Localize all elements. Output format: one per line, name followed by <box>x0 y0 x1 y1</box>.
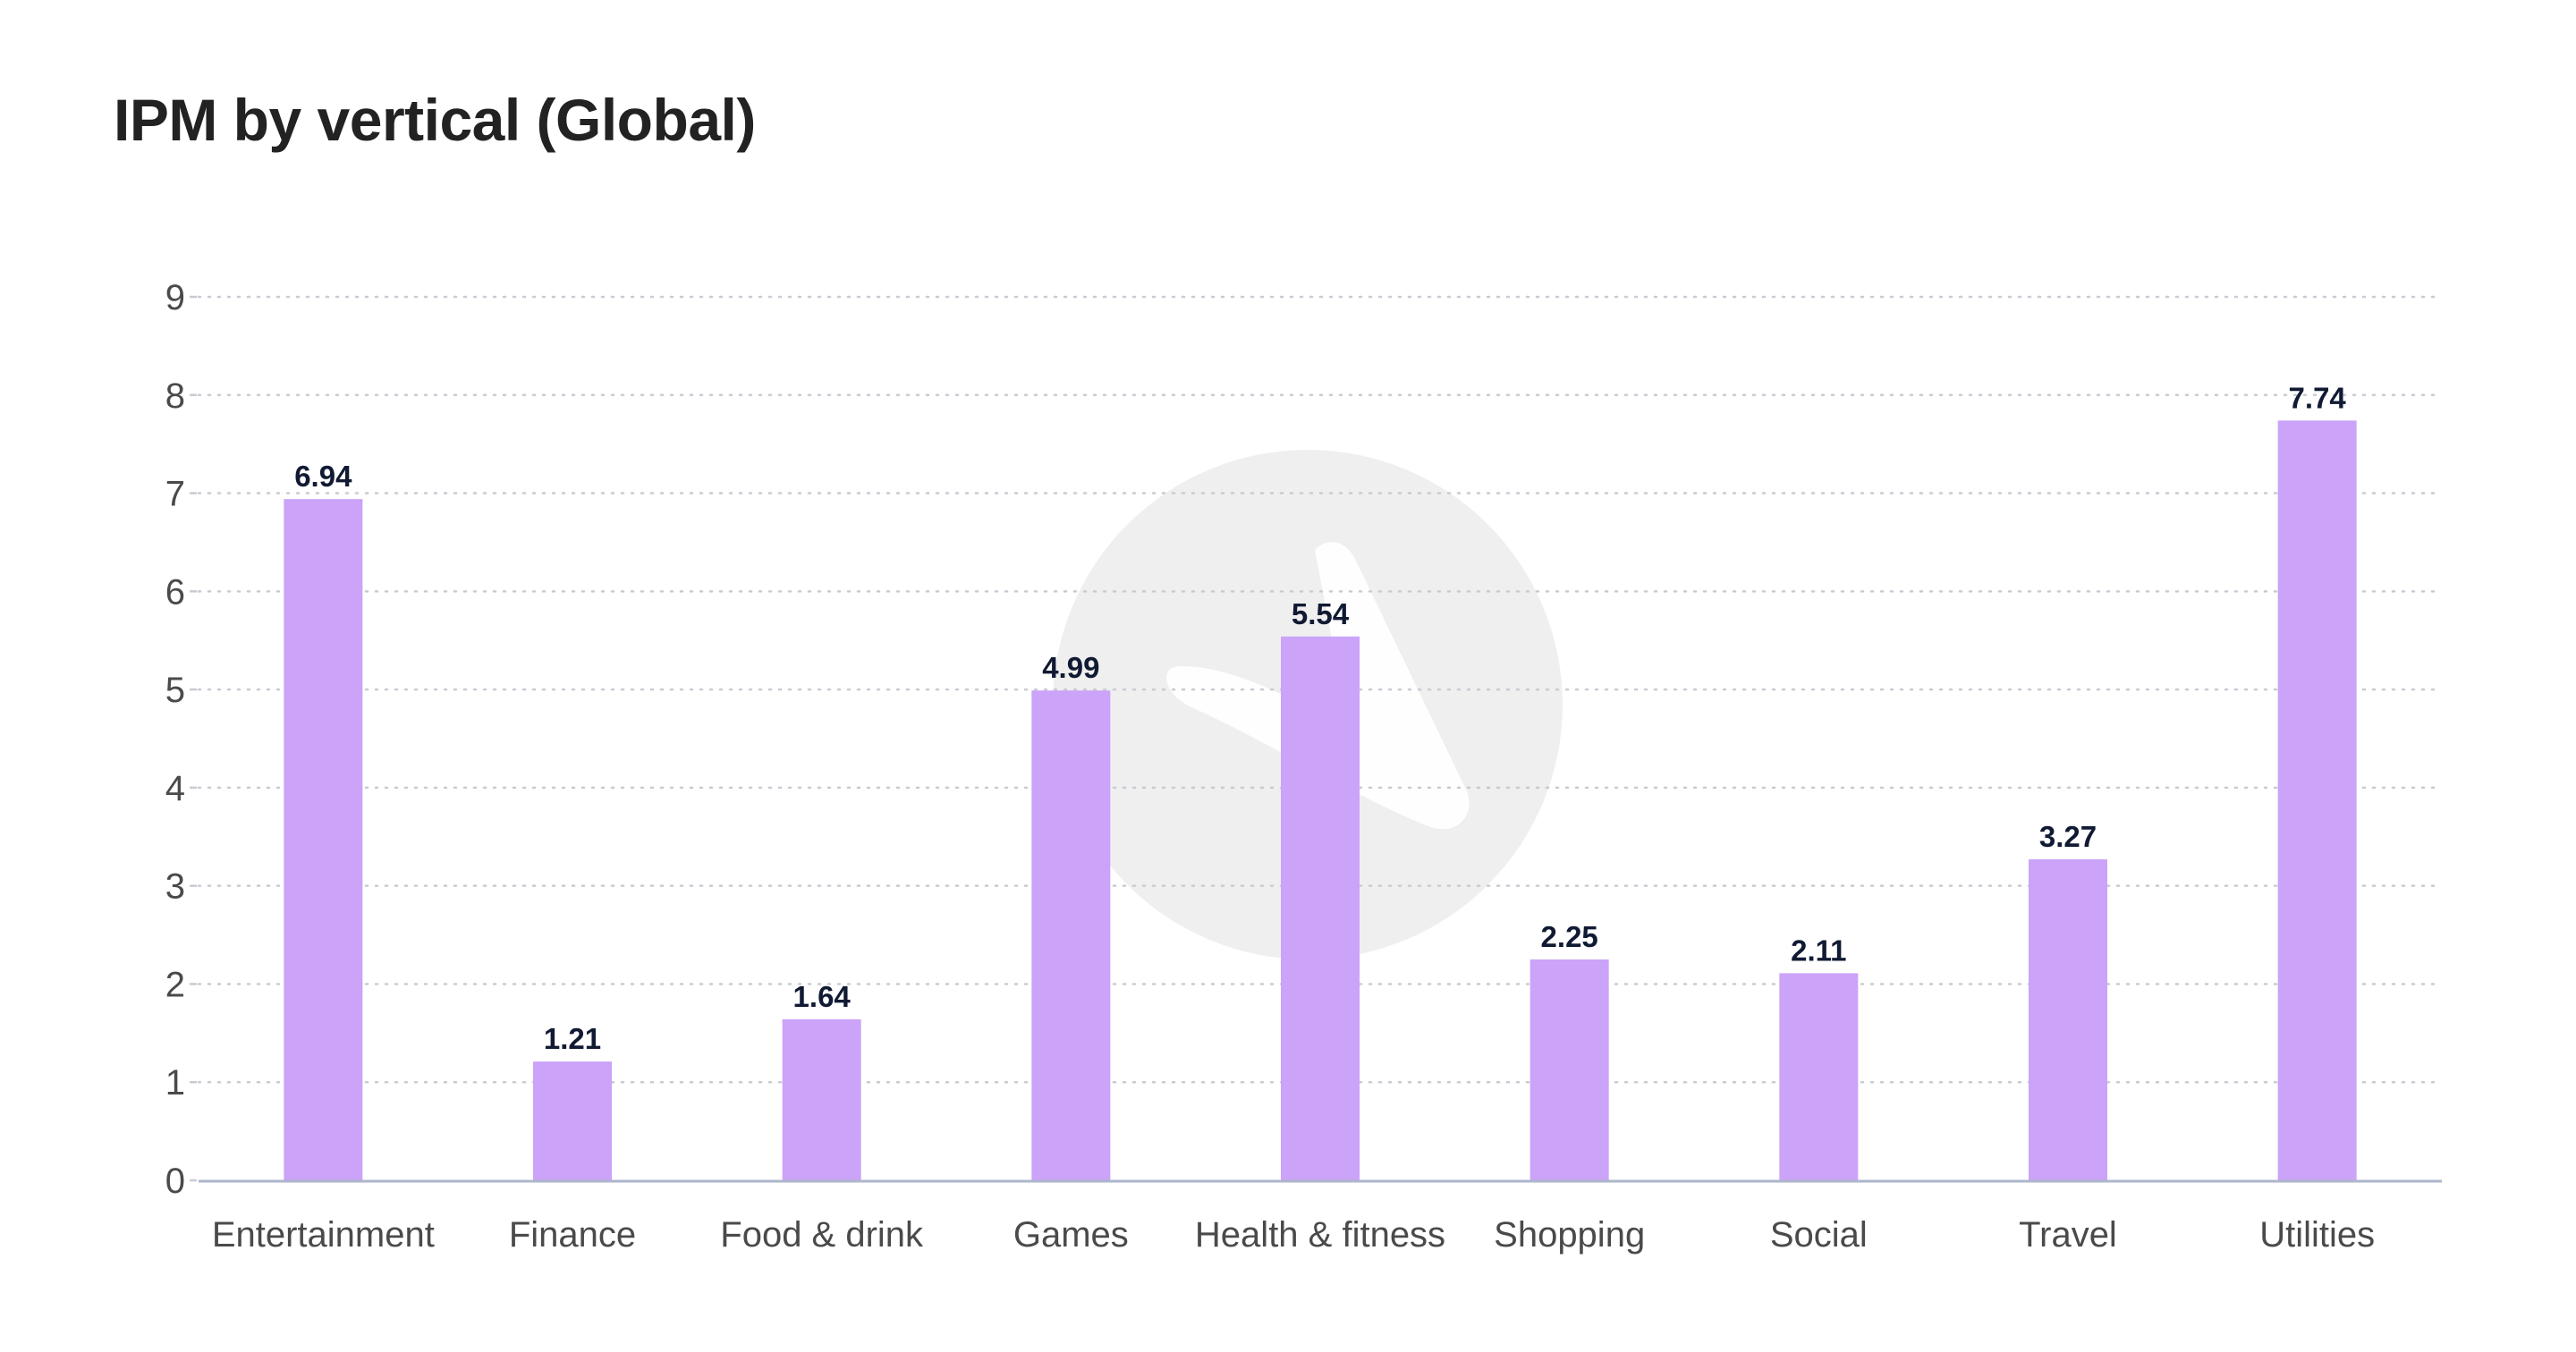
y-tick-label: 2 <box>165 965 185 1004</box>
value-label: 2.25 <box>1541 920 1598 953</box>
bar <box>1779 973 1859 1180</box>
value-labels: 6.94 1.21 1.64 4.99 5.54 2.25 2.11 3.27 7.74 <box>294 381 2346 1055</box>
bar <box>782 1018 861 1180</box>
bar <box>2277 420 2357 1180</box>
y-tick-label: 1 <box>165 1063 185 1103</box>
value-label: 7.74 <box>2289 381 2347 414</box>
value-label: 1.21 <box>544 1022 601 1055</box>
y-tick-label: 3 <box>165 867 185 907</box>
chart-title: IPM by vertical (Global) <box>114 87 756 153</box>
x-tick-label: Social <box>1770 1215 1868 1255</box>
bar <box>284 499 363 1180</box>
bars <box>284 420 2357 1180</box>
x-axis-labels: Entertainment Finance Food & drink Games Hea… <box>212 1215 2375 1255</box>
bar <box>1281 636 1360 1180</box>
value-label: 5.54 <box>1292 597 1350 630</box>
y-tick-label: 7 <box>165 475 185 514</box>
y-tick-label: 8 <box>165 376 185 416</box>
bar <box>1031 690 1111 1180</box>
x-tick-label: Games <box>1013 1215 1129 1255</box>
x-tick-label: Shopping <box>1494 1215 1645 1255</box>
bar <box>533 1061 612 1180</box>
y-tick-label: 9 <box>165 278 185 317</box>
y-tick-label: 6 <box>165 572 185 612</box>
bar <box>1530 959 1609 1180</box>
x-tick-label: Finance <box>509 1215 636 1255</box>
value-label: 6.94 <box>294 460 352 493</box>
value-label: 2.11 <box>1791 934 1846 967</box>
bar <box>2029 859 2107 1180</box>
x-tick-label: Health & fitness <box>1195 1215 1445 1255</box>
x-tick-label: Food & drink <box>720 1215 924 1255</box>
y-tick-label: 0 <box>165 1162 185 1201</box>
y-axis-ticks: 0 1 2 3 4 5 6 7 8 9 <box>165 278 197 1201</box>
x-tick-label: Utilities <box>2259 1215 2375 1255</box>
x-tick-label: Entertainment <box>212 1215 435 1255</box>
value-label: 1.64 <box>793 980 852 1013</box>
y-tick-label: 4 <box>165 769 185 808</box>
value-label: 3.27 <box>2039 820 2097 853</box>
value-label: 4.99 <box>1042 651 1099 684</box>
y-tick-label: 5 <box>165 671 185 710</box>
x-tick-label: Travel <box>2019 1215 2117 1255</box>
